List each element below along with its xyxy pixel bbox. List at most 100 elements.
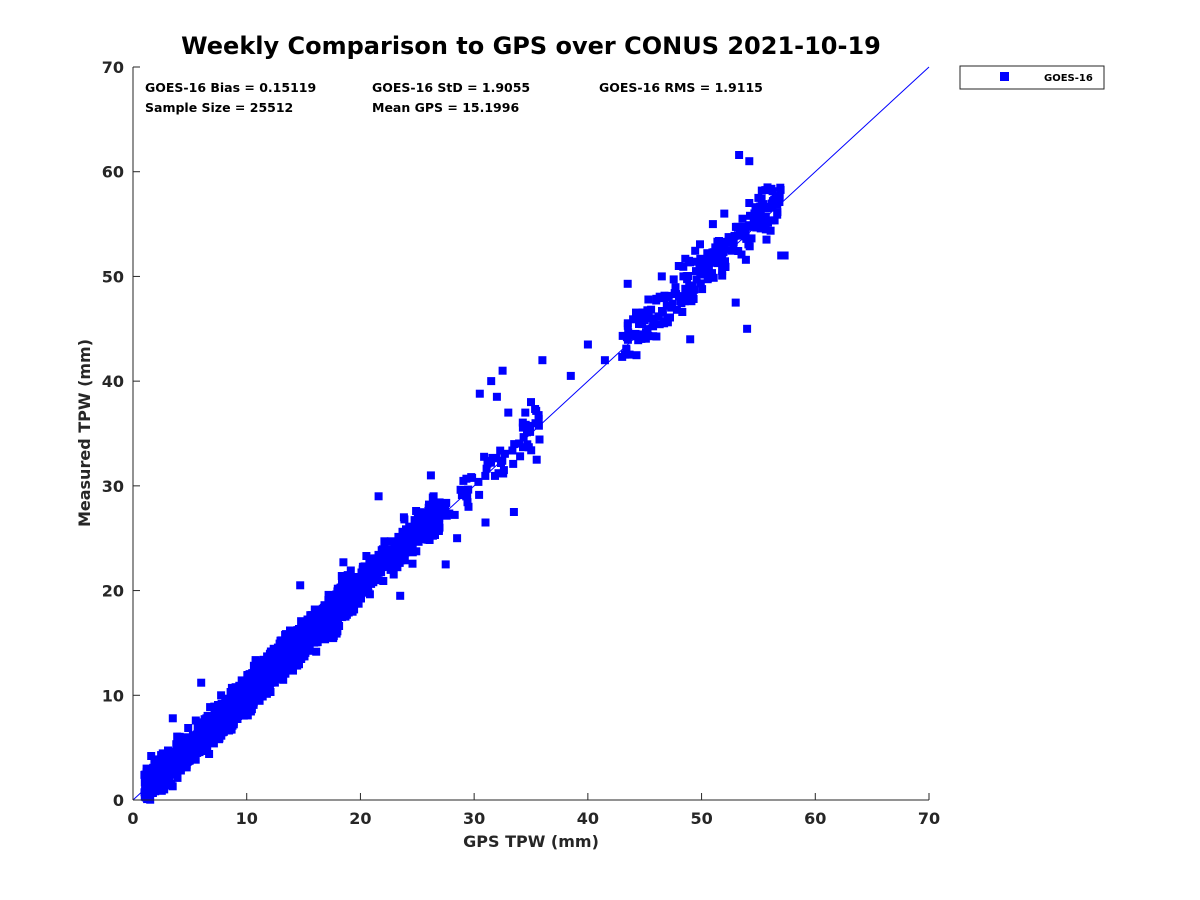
- data-point: [428, 519, 437, 528]
- data-point: [600, 356, 609, 365]
- data-point: [221, 721, 230, 730]
- x-tick-label: 70: [918, 809, 940, 828]
- data-point: [680, 297, 689, 306]
- data-point: [487, 377, 496, 386]
- legend-marker-goes16: [1000, 72, 1009, 81]
- data-point: [419, 515, 427, 524]
- data-point: [464, 485, 473, 494]
- data-point: [352, 581, 361, 590]
- data-point: [691, 246, 700, 255]
- data-point: [679, 262, 688, 271]
- data-point: [435, 523, 444, 532]
- data-point: [288, 658, 297, 667]
- data-point: [300, 652, 309, 661]
- data-point: [272, 674, 280, 683]
- data-point: [275, 648, 284, 657]
- data-point: [622, 344, 631, 353]
- data-point: [425, 536, 434, 544]
- data-point: [196, 742, 205, 751]
- data-point: [442, 511, 451, 520]
- data-point: [713, 237, 722, 246]
- data-point: [667, 303, 676, 312]
- statistics-annotations: GOES-16 Bias = 0.15119 GOES-16 StD = 1.9…: [145, 80, 763, 115]
- data-point: [482, 464, 491, 473]
- data-point: [727, 246, 736, 255]
- data-point: [776, 185, 785, 194]
- data-point: [700, 270, 709, 279]
- data-point: [162, 752, 170, 761]
- data-point: [532, 406, 541, 415]
- data-point: [262, 680, 271, 689]
- data-point: [219, 726, 228, 735]
- data-point: [649, 332, 658, 341]
- stat-rms: GOES-16 RMS = 1.9115: [599, 80, 763, 95]
- data-point: [719, 248, 728, 257]
- data-point: [498, 366, 507, 375]
- data-point: [210, 717, 219, 726]
- data-point: [210, 709, 219, 718]
- data-point: [215, 735, 223, 744]
- data-point: [180, 760, 189, 769]
- data-point: [233, 694, 242, 703]
- data-point: [289, 666, 297, 675]
- data-point: [749, 218, 758, 227]
- data-point: [509, 459, 518, 468]
- data-point: [498, 456, 507, 465]
- data-point: [197, 678, 206, 687]
- data-point: [660, 291, 669, 300]
- data-point: [532, 455, 541, 464]
- data-point: [226, 705, 235, 714]
- data-point: [302, 624, 311, 633]
- data-point: [297, 617, 306, 626]
- y-tick-label: 40: [102, 372, 124, 391]
- data-point: [737, 250, 746, 259]
- data-point: [357, 568, 366, 577]
- data-point: [696, 279, 705, 288]
- data-point: [185, 754, 194, 763]
- data-point: [624, 328, 633, 337]
- data-point: [675, 292, 683, 301]
- data-point: [293, 626, 302, 635]
- data-point: [687, 297, 696, 306]
- data-point: [345, 605, 354, 614]
- data-point: [289, 652, 298, 661]
- data-point: [735, 151, 744, 159]
- data-point: [343, 583, 351, 592]
- data-point: [635, 319, 643, 328]
- data-point: [205, 735, 214, 744]
- data-point: [184, 724, 193, 732]
- data-point: [410, 516, 419, 525]
- data-point: [516, 452, 525, 461]
- data-point: [761, 225, 770, 234]
- data-point: [742, 234, 751, 243]
- data-point: [343, 571, 352, 580]
- data-point: [330, 619, 339, 628]
- data-point: [355, 574, 364, 583]
- data-point: [249, 695, 258, 704]
- data-point: [672, 305, 681, 314]
- stat-std: GOES-16 StD = 1.9055: [372, 80, 530, 95]
- data-point: [258, 669, 267, 678]
- legend-box: [959, 65, 1105, 90]
- data-point: [751, 203, 760, 212]
- data-point: [284, 634, 293, 643]
- data-point: [649, 322, 658, 331]
- data-point: [775, 192, 784, 201]
- data-point: [427, 509, 436, 518]
- data-point: [389, 570, 398, 579]
- data-point: [380, 554, 389, 563]
- data-point: [312, 611, 321, 620]
- data-point: [380, 547, 389, 556]
- data-point: [745, 157, 754, 166]
- y-tick-label: 20: [102, 582, 124, 601]
- data-point: [393, 538, 402, 547]
- data-point: [583, 340, 592, 349]
- data-point: [176, 739, 185, 748]
- data-point: [205, 750, 214, 758]
- data-point: [251, 685, 260, 694]
- data-point: [386, 565, 395, 574]
- data-point: [405, 522, 414, 531]
- data-point: [726, 235, 734, 244]
- data-point: [222, 710, 231, 719]
- data-point: [486, 458, 495, 467]
